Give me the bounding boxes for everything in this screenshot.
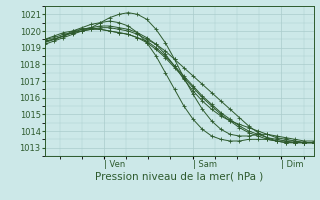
X-axis label: Pression niveau de la mer( hPa ): Pression niveau de la mer( hPa ) <box>95 172 263 182</box>
